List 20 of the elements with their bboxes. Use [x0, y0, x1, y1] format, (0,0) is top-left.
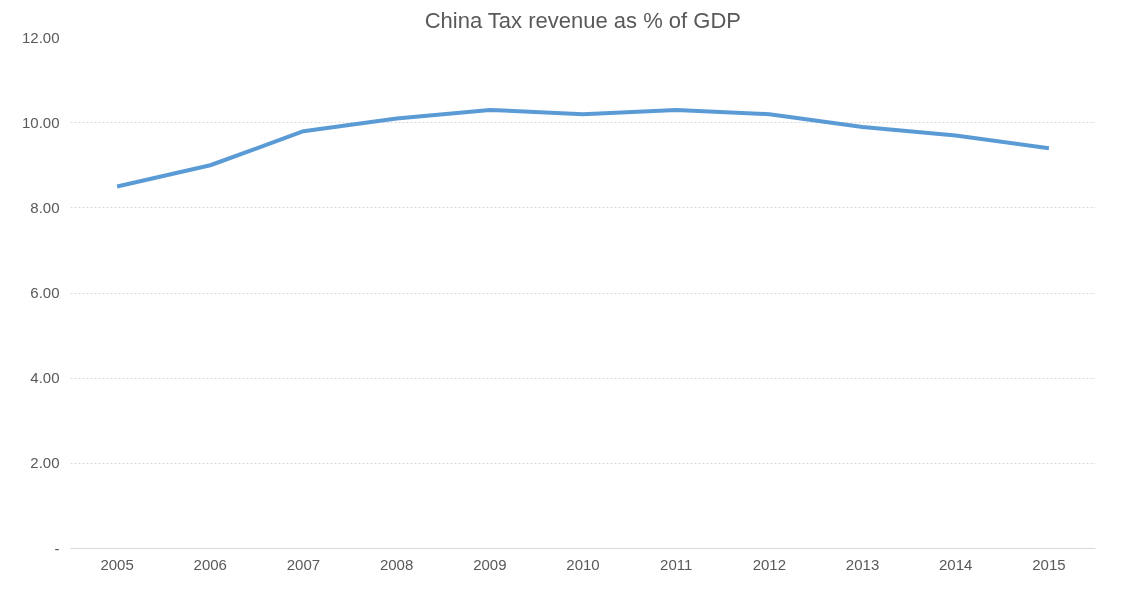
y-tick-label: 10.00	[21, 113, 60, 131]
x-tick-label: 2010	[566, 555, 600, 573]
line-series	[115, 107, 1051, 189]
y-tick-label: -	[54, 539, 60, 557]
x-tick-label: 2015	[1032, 555, 1066, 573]
y-tick-label: 6.00	[30, 284, 60, 301]
x-tick-label: 2014	[939, 555, 973, 573]
x-tick-label: 2013	[845, 555, 880, 573]
chart-title: China Tax revenue as % of GDP	[424, 7, 741, 33]
x-tick-label: 2007	[286, 555, 321, 573]
x-tick-label: 2009	[473, 555, 507, 573]
x-tick-label: 2005	[100, 555, 134, 573]
x-tick-label: 2008	[379, 555, 414, 573]
x-tick-label: 2006	[193, 555, 227, 573]
y-tick-label: 2.00	[30, 454, 60, 472]
y-tick-label: 8.00	[30, 198, 60, 216]
y-tick-label: 4.00	[30, 369, 60, 387]
x-tick-label: 2012	[752, 555, 787, 573]
x-tick-label: 2011	[660, 555, 693, 573]
y-tick-label: 12.00	[21, 28, 60, 46]
